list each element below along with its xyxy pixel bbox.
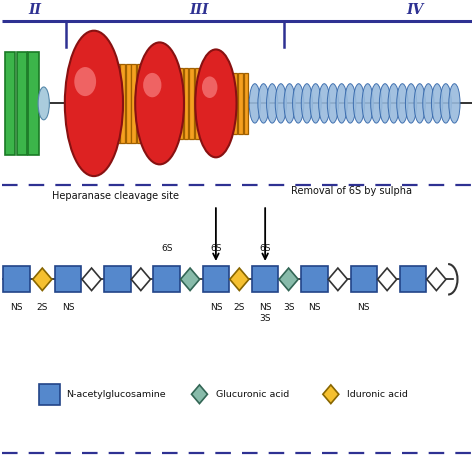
Ellipse shape [301,84,312,123]
Text: 3S: 3S [283,303,294,312]
Bar [142,64,146,143]
Ellipse shape [202,76,218,98]
Ellipse shape [284,84,295,123]
Text: 6S: 6S [210,244,222,253]
Text: III: III [190,2,209,17]
Polygon shape [323,385,339,404]
Text: 2S: 2S [234,303,245,312]
Bar [200,68,205,138]
Text: II: II [29,2,42,17]
Polygon shape [279,268,298,291]
Text: Glucuronic acid: Glucuronic acid [216,390,289,399]
Bar [126,64,130,143]
Ellipse shape [292,84,304,123]
Ellipse shape [275,84,286,123]
Bar [137,64,141,143]
Ellipse shape [74,67,96,96]
Polygon shape [378,268,397,291]
Text: N-acetylglucosamine: N-acetylglucosamine [66,390,165,399]
Bar [194,68,199,138]
Text: NS: NS [357,303,370,312]
Text: NS: NS [259,303,272,312]
Ellipse shape [371,84,382,123]
Bar [184,68,189,138]
Bar [104,266,130,292]
Ellipse shape [249,84,260,123]
Ellipse shape [440,84,451,123]
Ellipse shape [328,84,338,123]
Ellipse shape [195,49,237,157]
Text: IV: IV [407,2,424,17]
Ellipse shape [362,84,374,123]
Text: NS: NS [308,303,320,312]
Bar [131,64,136,143]
Text: 6S: 6S [161,244,173,253]
Bar [351,266,377,292]
Polygon shape [230,268,249,291]
Bar [28,52,38,155]
Polygon shape [33,268,52,291]
Bar [189,68,194,138]
Bar [238,73,243,134]
Ellipse shape [319,84,330,123]
Ellipse shape [405,84,417,123]
Bar [154,266,180,292]
Ellipse shape [397,84,408,123]
Text: Iduronic acid: Iduronic acid [347,390,408,399]
Bar [233,73,237,134]
Text: 6S: 6S [259,244,271,253]
Text: Removal of 6S by sulpha: Removal of 6S by sulpha [292,186,412,196]
Ellipse shape [258,84,269,123]
Ellipse shape [431,84,443,123]
Text: NS: NS [10,303,23,312]
Bar [115,64,120,143]
Bar [3,266,30,292]
Bar [178,68,183,138]
Polygon shape [191,385,208,404]
Ellipse shape [423,84,434,123]
Bar [301,266,328,292]
Bar [244,73,248,134]
Ellipse shape [143,73,162,97]
Polygon shape [131,268,150,291]
Bar [120,64,125,143]
Text: Heparanase cleavage site: Heparanase cleavage site [52,191,179,201]
Ellipse shape [310,84,321,123]
Ellipse shape [414,84,425,123]
Ellipse shape [388,84,399,123]
Ellipse shape [379,84,391,123]
Polygon shape [82,268,101,291]
Text: NS: NS [210,303,222,312]
Bar [17,52,27,155]
Ellipse shape [353,84,365,123]
Ellipse shape [38,87,49,120]
Ellipse shape [135,42,184,164]
Polygon shape [181,268,200,291]
Ellipse shape [266,84,278,123]
Ellipse shape [345,84,356,123]
Bar [5,52,15,155]
Ellipse shape [449,84,460,123]
Bar [252,266,278,292]
Bar [39,384,60,405]
Text: 2S: 2S [36,303,48,312]
Ellipse shape [336,84,347,123]
Bar [203,266,229,292]
Text: 3S: 3S [259,314,271,323]
Text: NS: NS [62,303,74,312]
Polygon shape [427,268,446,291]
Bar [400,266,426,292]
Ellipse shape [65,31,123,176]
Polygon shape [328,268,347,291]
Bar [55,266,81,292]
